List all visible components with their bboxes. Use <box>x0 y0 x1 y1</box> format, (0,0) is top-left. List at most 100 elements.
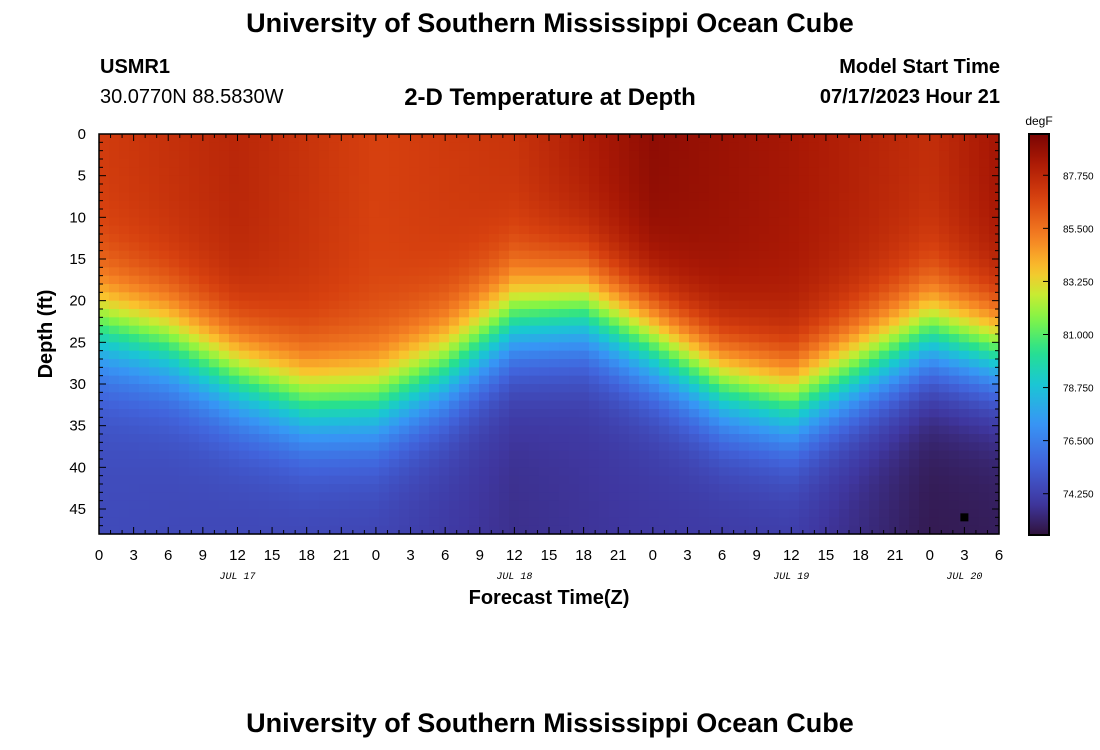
heatmap-cell <box>689 475 700 485</box>
heatmap-cell <box>269 509 280 518</box>
heatmap-cell <box>759 292 770 302</box>
heatmap-cell <box>679 509 690 518</box>
heatmap-cell <box>949 425 960 435</box>
heatmap-cell <box>619 134 630 143</box>
heatmap-cell <box>749 150 760 160</box>
heatmap-cell <box>289 342 300 352</box>
heatmap-cell <box>649 234 660 243</box>
heatmap-cell <box>539 525 550 535</box>
y-tick-label: 15 <box>69 251 86 268</box>
heatmap-cell <box>529 292 540 302</box>
heatmap-cell <box>939 325 950 335</box>
heatmap-cell <box>739 375 750 385</box>
heatmap-cell <box>259 200 270 210</box>
heatmap-cell <box>959 234 970 243</box>
heatmap-cell <box>539 434 550 443</box>
heatmap-cell <box>829 517 840 527</box>
heatmap-cell <box>949 350 960 360</box>
heatmap-cell <box>889 484 900 493</box>
heatmap-cell <box>159 417 170 427</box>
heatmap-cell <box>739 150 750 160</box>
heatmap-cell <box>859 359 870 368</box>
heatmap-cell <box>529 475 540 485</box>
heatmap-cell <box>559 425 570 435</box>
heatmap-cell <box>349 417 360 427</box>
heatmap-cell <box>239 384 250 393</box>
heatmap-cell <box>869 492 880 502</box>
heatmap-cell <box>419 484 430 493</box>
heatmap-cell <box>779 492 790 502</box>
heatmap-cell <box>339 200 350 210</box>
heatmap-cell <box>299 517 310 527</box>
heatmap-cell <box>139 475 150 485</box>
heatmap-cell <box>299 467 310 477</box>
heatmap-cell <box>459 217 470 227</box>
heatmap-cell <box>459 409 470 418</box>
heatmap-cell <box>249 367 260 377</box>
heatmap-cell <box>549 475 560 485</box>
heatmap-cell <box>339 417 350 427</box>
heatmap-cell <box>209 159 220 168</box>
heatmap-cell <box>259 375 270 385</box>
heatmap-cell <box>389 409 400 418</box>
heatmap-cell <box>779 225 790 235</box>
heatmap-cell <box>109 184 120 193</box>
heatmap-cell <box>429 234 440 243</box>
heatmap-cell <box>299 292 310 302</box>
heatmap-cell <box>779 159 790 168</box>
heatmap-cell <box>429 450 440 460</box>
heatmap-cell <box>229 275 240 285</box>
heatmap-cell <box>459 267 470 277</box>
heatmap-cell <box>609 400 620 410</box>
heatmap-cell <box>219 434 230 443</box>
heatmap-cell <box>529 200 540 210</box>
heatmap-cell <box>809 159 820 168</box>
heatmap-cell <box>849 309 860 318</box>
heatmap-cell <box>639 150 650 160</box>
heatmap-cell <box>729 184 740 193</box>
heatmap-cell <box>159 142 170 152</box>
heatmap-cell <box>669 375 680 385</box>
heatmap-cell <box>169 375 180 385</box>
heatmap-cell <box>929 159 940 168</box>
heatmap-cell <box>589 200 600 210</box>
heatmap-cell <box>689 492 700 502</box>
heatmap-cell <box>729 334 740 343</box>
heatmap-cell <box>399 359 410 368</box>
heatmap-cell <box>269 309 280 318</box>
heatmap-cell <box>279 334 290 343</box>
heatmap-cell <box>199 150 210 160</box>
heatmap-cell <box>259 234 270 243</box>
heatmap-cell <box>659 484 670 493</box>
heatmap-cell <box>849 175 860 185</box>
heatmap-cell <box>719 309 730 318</box>
heatmap-cell <box>659 334 670 343</box>
heatmap-cell <box>659 159 670 168</box>
heatmap-cell <box>239 217 250 227</box>
heatmap-cell <box>819 400 830 410</box>
heatmap-cell <box>169 384 180 393</box>
heatmap-cell <box>259 484 270 493</box>
heatmap-cell <box>229 225 240 235</box>
heatmap-cell <box>269 259 280 268</box>
heatmap-cell <box>939 467 950 477</box>
heatmap-cell <box>709 300 720 310</box>
heatmap-cell <box>909 509 920 518</box>
heatmap-cell <box>549 159 560 168</box>
heatmap-cell <box>839 267 850 277</box>
heatmap-cell <box>189 500 200 510</box>
heatmap-cell <box>799 525 810 535</box>
heatmap-cell <box>169 284 180 293</box>
heatmap-cell <box>119 159 130 168</box>
heatmap-cell <box>209 400 220 410</box>
heatmap-cell <box>519 525 530 535</box>
heatmap-cell <box>929 225 940 235</box>
heatmap-cell <box>529 409 540 418</box>
heatmap-cell <box>939 250 950 260</box>
heatmap-cell <box>419 184 430 193</box>
heatmap-cell <box>459 459 470 468</box>
heatmap-cell <box>969 275 980 285</box>
heatmap-cell <box>119 275 130 285</box>
heatmap-cell <box>119 450 130 460</box>
heatmap-cell <box>929 334 940 343</box>
